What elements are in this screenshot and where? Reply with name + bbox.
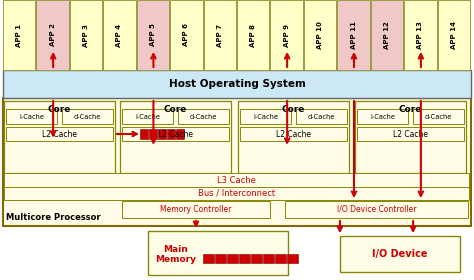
Bar xyxy=(438,0,470,70)
Bar xyxy=(149,129,157,139)
Bar xyxy=(178,109,229,124)
Bar xyxy=(203,0,236,70)
Text: i-Cache: i-Cache xyxy=(370,113,395,120)
Text: Core: Core xyxy=(48,104,71,113)
Text: APP 5: APP 5 xyxy=(150,24,156,46)
Text: I/O Device Controller: I/O Device Controller xyxy=(337,205,416,214)
Text: I/O Device: I/O Device xyxy=(372,249,428,259)
Text: APP 4: APP 4 xyxy=(117,24,122,46)
Bar xyxy=(4,187,469,200)
Bar xyxy=(271,0,303,70)
Bar xyxy=(62,109,113,124)
Bar xyxy=(122,201,270,218)
Bar xyxy=(122,127,229,141)
Bar xyxy=(357,109,408,124)
Bar xyxy=(140,129,148,139)
Text: L2 Cache: L2 Cache xyxy=(276,130,311,139)
Bar xyxy=(404,0,437,70)
Bar xyxy=(170,0,202,70)
Text: APP 6: APP 6 xyxy=(183,24,189,46)
Bar xyxy=(103,0,136,70)
Bar xyxy=(148,231,288,275)
Bar xyxy=(6,109,57,124)
Bar xyxy=(296,109,347,124)
Text: Host Operating System: Host Operating System xyxy=(169,79,305,89)
Text: d-Cache: d-Cache xyxy=(425,113,452,120)
Bar xyxy=(70,0,102,70)
Bar xyxy=(167,129,175,139)
Text: Memory Controller: Memory Controller xyxy=(160,205,232,214)
Bar xyxy=(239,254,250,263)
Bar xyxy=(251,254,262,263)
Bar xyxy=(240,109,291,124)
Text: APP 13: APP 13 xyxy=(418,21,423,49)
Bar xyxy=(3,98,471,226)
Bar xyxy=(287,254,298,263)
Bar xyxy=(371,0,403,70)
Text: i-Cache: i-Cache xyxy=(19,113,44,120)
Text: Bus / Interconnect: Bus / Interconnect xyxy=(198,189,275,198)
Bar xyxy=(4,173,469,187)
Bar xyxy=(240,127,347,141)
Text: d-Cache: d-Cache xyxy=(308,113,335,120)
Bar xyxy=(227,254,238,263)
Text: APP 11: APP 11 xyxy=(350,21,356,49)
Bar xyxy=(120,101,231,173)
Text: Core: Core xyxy=(399,104,422,113)
Bar xyxy=(263,254,274,263)
Bar xyxy=(285,201,468,218)
Text: APP 9: APP 9 xyxy=(283,24,290,46)
Text: d-Cache: d-Cache xyxy=(190,113,217,120)
Text: d-Cache: d-Cache xyxy=(74,113,101,120)
Bar xyxy=(237,0,269,70)
Bar xyxy=(176,129,184,139)
Bar xyxy=(215,254,226,263)
Text: APP 1: APP 1 xyxy=(16,24,22,46)
Bar xyxy=(238,101,349,173)
Text: APP 10: APP 10 xyxy=(317,21,323,49)
Bar xyxy=(304,0,336,70)
Bar xyxy=(36,0,69,70)
Text: i-Cache: i-Cache xyxy=(135,113,160,120)
Text: L2 Cache: L2 Cache xyxy=(393,130,428,139)
Bar xyxy=(6,127,113,141)
Text: L3 Cache: L3 Cache xyxy=(217,176,256,185)
Text: APP 8: APP 8 xyxy=(250,24,256,46)
Text: Core: Core xyxy=(164,104,187,113)
Text: APP 7: APP 7 xyxy=(217,24,223,46)
Bar xyxy=(3,70,471,98)
Text: Memory: Memory xyxy=(155,255,197,265)
Text: Multicore Processor: Multicore Processor xyxy=(6,213,100,221)
Bar xyxy=(340,236,460,272)
Bar xyxy=(3,0,36,70)
Bar xyxy=(137,0,169,70)
Text: APP 3: APP 3 xyxy=(83,24,89,46)
Text: L2 Cache: L2 Cache xyxy=(158,130,193,139)
Text: i-Cache: i-Cache xyxy=(253,113,278,120)
Text: APP 12: APP 12 xyxy=(384,21,390,49)
Bar xyxy=(203,254,214,263)
Text: L2 Cache: L2 Cache xyxy=(42,130,77,139)
Text: Core: Core xyxy=(282,104,305,113)
Bar xyxy=(122,109,173,124)
Bar xyxy=(413,109,464,124)
Text: APP 2: APP 2 xyxy=(50,24,55,46)
Bar xyxy=(357,127,464,141)
Bar xyxy=(337,0,370,70)
Text: APP 14: APP 14 xyxy=(451,21,457,49)
Text: Main: Main xyxy=(164,244,188,253)
Bar xyxy=(275,254,286,263)
Bar xyxy=(158,129,166,139)
Bar xyxy=(355,101,466,173)
Bar xyxy=(4,101,115,173)
